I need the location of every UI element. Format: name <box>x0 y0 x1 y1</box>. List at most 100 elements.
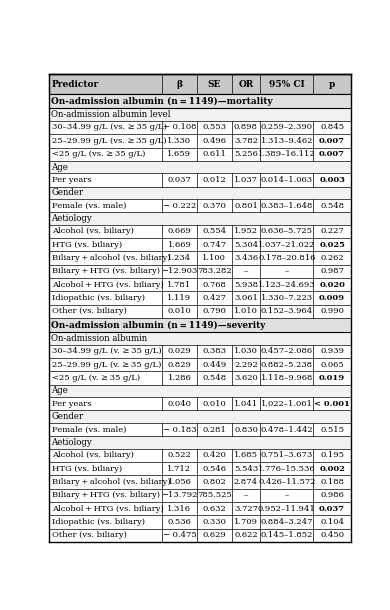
Text: 0.037: 0.037 <box>319 504 345 512</box>
Bar <box>49 411 351 423</box>
Text: 0.522: 0.522 <box>168 451 191 459</box>
Text: 0.882–5.238: 0.882–5.238 <box>261 361 313 368</box>
Text: 0.281: 0.281 <box>202 426 226 434</box>
Bar <box>49 529 351 542</box>
Text: Alcohol + HTG (vs. biliary): Alcohol + HTG (vs. biliary) <box>52 281 164 289</box>
Text: 5.938: 5.938 <box>234 281 258 289</box>
Text: −13.792: −13.792 <box>161 491 198 499</box>
Text: 1.030: 1.030 <box>234 348 258 356</box>
Text: 0.002: 0.002 <box>319 465 345 473</box>
Text: 0.632: 0.632 <box>202 504 226 512</box>
Text: 0.025: 0.025 <box>319 241 345 249</box>
Text: Per years: Per years <box>52 176 92 184</box>
Text: 1.313–9.462: 1.313–9.462 <box>261 137 313 145</box>
Text: On-admission albumin level: On-admission albumin level <box>51 110 171 119</box>
Text: 1.709: 1.709 <box>234 518 258 526</box>
Text: 1.952: 1.952 <box>234 228 258 235</box>
Text: −12.903: −12.903 <box>161 267 198 275</box>
Text: 0.952–11.941: 0.952–11.941 <box>258 504 316 512</box>
Text: 0.037: 0.037 <box>168 176 191 184</box>
Text: <25 g/L (vs. ≥ 35 g/L): <25 g/L (vs. ≥ 35 g/L) <box>52 150 146 158</box>
Bar <box>49 397 351 411</box>
Text: Gender: Gender <box>51 188 83 197</box>
Text: 1.123–24.693: 1.123–24.693 <box>258 281 316 289</box>
Text: Biliary + HTG (vs. biliary): Biliary + HTG (vs. biliary) <box>52 267 160 275</box>
Text: 0.801: 0.801 <box>234 202 258 210</box>
Text: 1.010: 1.010 <box>234 307 258 315</box>
Text: Biliary + HTG (vs. biliary): Biliary + HTG (vs. biliary) <box>52 491 160 499</box>
Text: 0.195: 0.195 <box>320 451 344 459</box>
Text: OR: OR <box>238 80 254 88</box>
Text: 1.056: 1.056 <box>168 478 191 486</box>
Bar <box>49 224 351 238</box>
Text: HTG (vs. biliary): HTG (vs. biliary) <box>52 241 122 249</box>
Text: 0.010: 0.010 <box>202 400 226 408</box>
Text: 0.188: 0.188 <box>320 478 344 486</box>
Text: Aetiology: Aetiology <box>51 214 92 223</box>
Text: –: – <box>285 491 289 499</box>
Bar <box>49 448 351 462</box>
Bar <box>49 502 351 515</box>
Text: 0.259–2.390: 0.259–2.390 <box>261 123 313 132</box>
Text: 0.845: 0.845 <box>320 123 344 132</box>
Text: 0.478–1.442: 0.478–1.442 <box>261 426 313 434</box>
Text: 0.548: 0.548 <box>320 202 344 210</box>
Text: 0.629: 0.629 <box>202 531 226 539</box>
Text: 0.554: 0.554 <box>202 228 226 235</box>
Text: 0.370: 0.370 <box>202 202 226 210</box>
Text: 0.383–1.648: 0.383–1.648 <box>261 202 313 210</box>
Text: –: – <box>285 267 289 275</box>
Bar <box>49 238 351 251</box>
Text: 5.304: 5.304 <box>234 241 258 249</box>
Bar <box>49 436 351 448</box>
Text: 0.029: 0.029 <box>168 348 191 356</box>
Text: 3.782: 3.782 <box>234 137 258 145</box>
Text: 1.041: 1.041 <box>234 400 258 408</box>
Text: 0.227: 0.227 <box>320 228 344 235</box>
Bar <box>49 173 351 187</box>
Text: <25 g/L (v. ≥ 35 g/L): <25 g/L (v. ≥ 35 g/L) <box>52 374 140 382</box>
Text: Predictor: Predictor <box>51 80 98 88</box>
Text: 0.007: 0.007 <box>319 137 345 145</box>
Text: 0.330: 0.330 <box>202 518 226 526</box>
Text: Aetiology: Aetiology <box>51 438 92 447</box>
Text: 0.019: 0.019 <box>319 374 345 382</box>
Text: 0.065: 0.065 <box>320 361 344 368</box>
Bar <box>49 292 351 305</box>
Text: 1.685: 1.685 <box>234 451 258 459</box>
Text: 1.234: 1.234 <box>167 254 191 262</box>
Text: Per years: Per years <box>52 400 92 408</box>
Text: 0.987: 0.987 <box>320 267 344 275</box>
Text: Other (vs. biliary): Other (vs. biliary) <box>52 531 127 539</box>
Text: 0.986: 0.986 <box>320 491 344 499</box>
Text: − 0.183: − 0.183 <box>163 426 196 434</box>
Text: 0.790: 0.790 <box>202 307 226 315</box>
Text: 1.119: 1.119 <box>167 294 191 302</box>
Text: 0.802: 0.802 <box>202 478 226 486</box>
Text: 1.330: 1.330 <box>167 137 191 145</box>
Text: 0.007: 0.007 <box>319 150 345 158</box>
Text: 0.420: 0.420 <box>202 451 226 459</box>
Text: 1.118–9.968: 1.118–9.968 <box>261 374 313 382</box>
Text: − 0.108: − 0.108 <box>163 123 196 132</box>
Text: 0.262: 0.262 <box>320 254 344 262</box>
Bar <box>49 109 351 121</box>
Text: − 0.475: − 0.475 <box>163 531 196 539</box>
Text: 1.389–16.112: 1.389–16.112 <box>258 150 316 158</box>
Text: 3.727: 3.727 <box>234 504 258 512</box>
Bar <box>49 305 351 318</box>
Text: 0.152–3.964: 0.152–3.964 <box>261 307 313 315</box>
Text: Idiopathic (vs. biliary): Idiopathic (vs. biliary) <box>52 294 145 302</box>
Text: 0.622: 0.622 <box>234 531 258 539</box>
Bar <box>49 278 351 292</box>
Text: 30–34.99 g/L (v. ≥ 35 g/L): 30–34.99 g/L (v. ≥ 35 g/L) <box>52 348 162 356</box>
Text: 1.669: 1.669 <box>168 241 191 249</box>
Text: On-admission albumin (n = 1149)—severity: On-admission albumin (n = 1149)—severity <box>51 321 266 330</box>
Bar <box>49 318 351 332</box>
Text: 0.449: 0.449 <box>202 361 226 368</box>
Text: 0.457–2.086: 0.457–2.086 <box>261 348 313 356</box>
Bar <box>49 187 351 199</box>
Text: 3.620: 3.620 <box>234 374 258 382</box>
Text: − 0.222: − 0.222 <box>163 202 196 210</box>
Text: 1.286: 1.286 <box>168 374 191 382</box>
